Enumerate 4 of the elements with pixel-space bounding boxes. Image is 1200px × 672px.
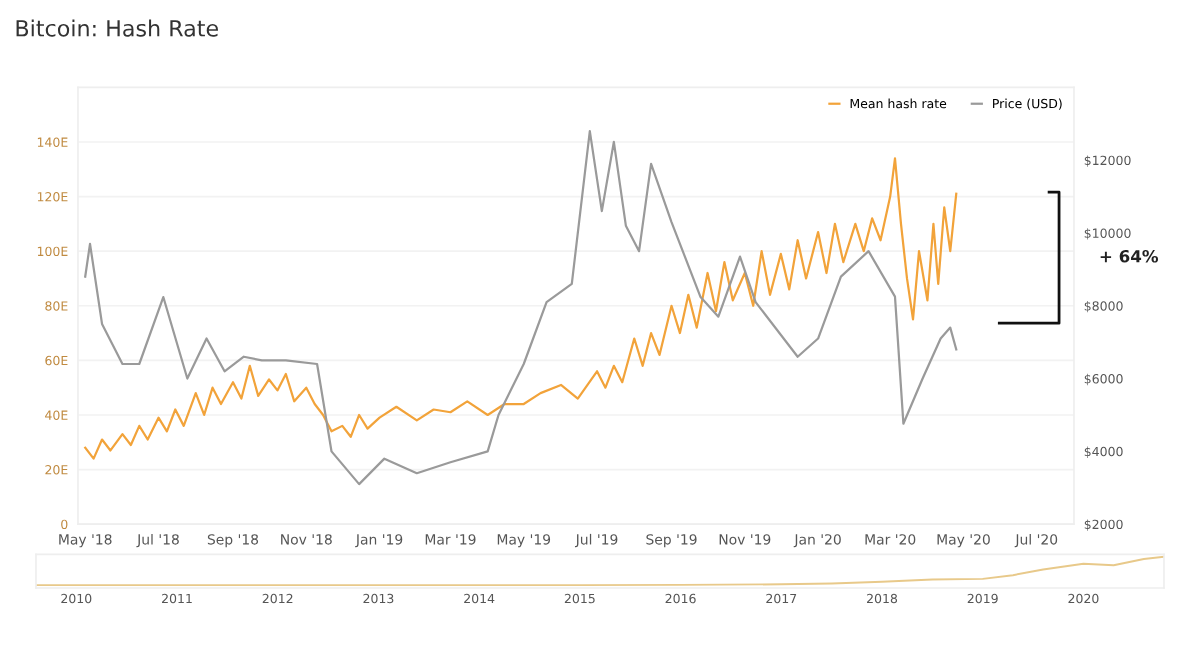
- line-series: [84, 129, 958, 486]
- text: + 64%: [1100, 249, 1159, 263]
- chart-title: Bitcoin: Hash Rate: [16, 19, 218, 37]
- line-series: [84, 157, 958, 460]
